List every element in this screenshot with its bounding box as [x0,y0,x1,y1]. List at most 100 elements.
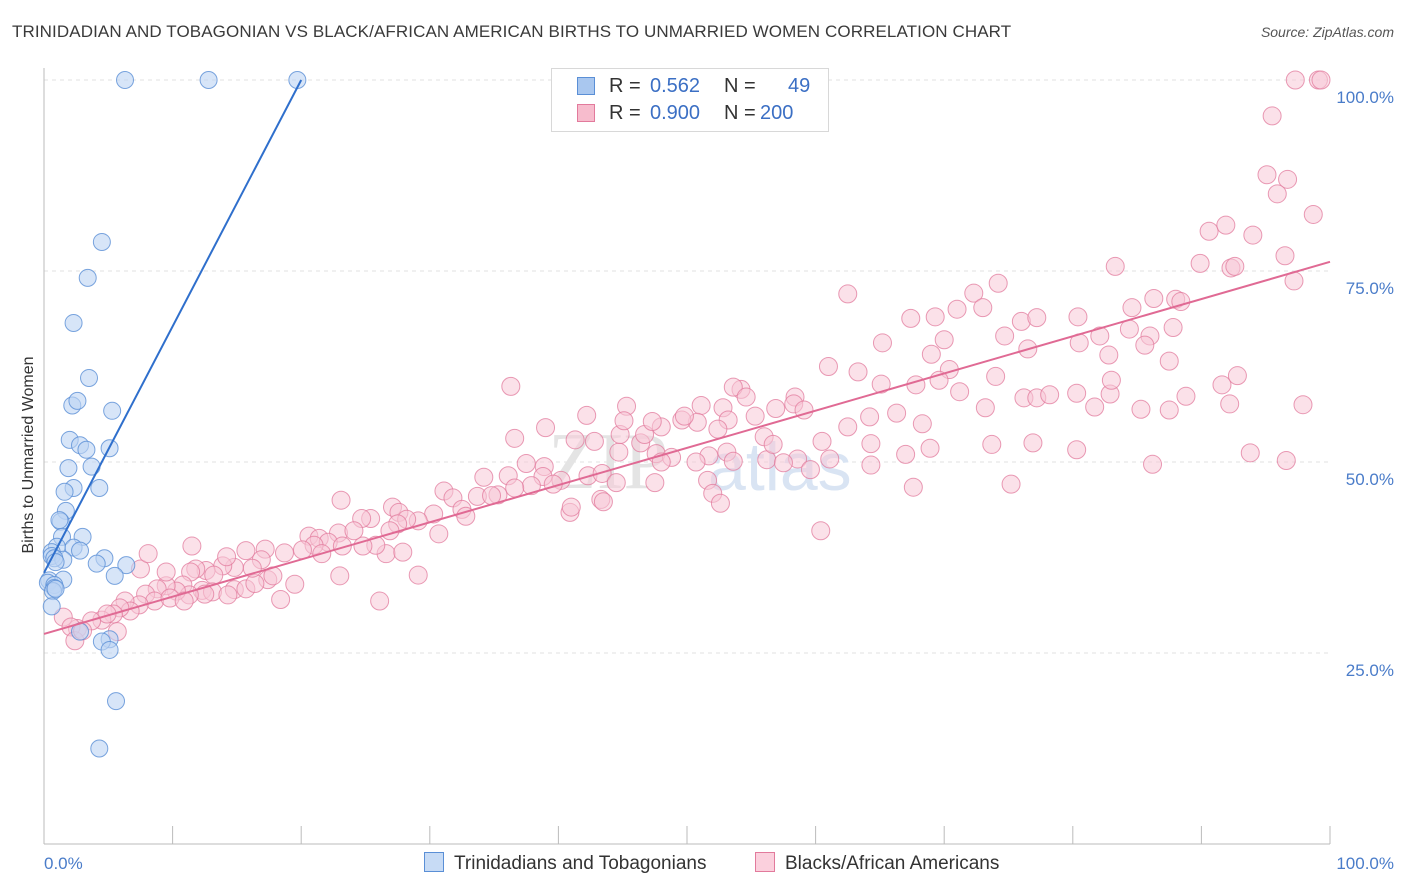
pink-data-point [353,536,373,556]
blue-points [38,71,307,758]
pink-data-point [745,406,765,426]
blue-data-point [68,391,87,410]
y-tick-label: 75.0% [1346,279,1394,298]
bottom-legend-label: Blacks/African Americans [785,853,1000,874]
pink-data-point [708,419,728,439]
legend-n-value: 49 [788,75,811,97]
bottom-legend-swatch-blue [424,852,444,872]
pink-data-point [861,455,881,475]
pink-data-point [561,497,581,517]
source-credit: Source: ZipAtlas.com [1260,24,1394,40]
pink-data-point [766,399,786,419]
blue-data-point [87,554,106,573]
pink-data-point [1285,70,1305,90]
bottom-legend-label: Trinidadians and Tobagonians [454,853,707,874]
pink-data-point [838,284,858,304]
blue-data-point [107,692,126,711]
pink-trend-line [43,260,1331,635]
pink-data-point [921,344,941,364]
bottom-legend-black: Blacks/African Americans [755,852,999,875]
pink-data-point [1101,370,1121,390]
pink-data-point [723,377,743,397]
blue-data-point [77,440,96,459]
pink-data-point [370,591,390,611]
pink-data-point [614,411,634,431]
pink-data-point [274,543,294,563]
pink-data-point [1220,394,1240,414]
pink-data-point [1122,298,1142,318]
pink-data-point [1119,319,1139,339]
blue-data-point [100,640,119,659]
blue-data-point [116,71,135,89]
bottom-legend-trinidadian: Trinidadians and Tobagonians [424,852,706,875]
pink-data-point [1225,256,1245,276]
blue-data-point [105,566,124,585]
y-tick-label: 25.0% [1346,661,1394,680]
pink-data-point [584,431,604,451]
pink-data-point [912,414,932,434]
pink-data-point [988,273,1008,293]
pink-data-point [691,395,711,415]
pink-data-point [950,382,970,402]
blue-data-point [103,401,122,420]
pink-data-point [925,307,945,327]
legend-r-value: 0.900 [650,102,701,124]
pink-data-point [577,405,597,425]
pink-data-point [156,562,176,582]
pink-data-point [773,453,793,473]
pink-data-point [408,565,428,585]
pink-data-point [1159,351,1179,371]
blue-data-point [42,597,61,616]
pink-data-point [763,434,783,454]
pink-data-point [982,434,1002,454]
blue-data-point [71,541,90,560]
pink-data-point [505,478,525,498]
pink-data-point [1085,397,1105,417]
pink-data-point [1278,169,1298,189]
pink-data-point [292,540,312,560]
pink-data-point [1262,106,1282,126]
pink-data-point [138,544,158,564]
pink-data-point [1267,184,1287,204]
blue-data-point [82,457,101,476]
axes [43,68,1331,845]
pink-data-point [393,542,413,562]
pink-data-point [1040,385,1060,405]
pink-data-point [1001,474,1021,494]
pink-data-point [723,451,743,471]
pink-data-point [995,326,1015,346]
pink-data-point [848,362,868,382]
pink-data-point [964,283,984,303]
pink-data-point [1240,443,1260,463]
pink-data-point [1105,256,1125,276]
x-tick-label-max: 100.0% [1336,854,1394,873]
pink-data-point [380,521,400,541]
pink-data-point [1143,454,1163,474]
pink-data-point [593,492,613,512]
pink-data-point [332,536,352,556]
pink-data-point [686,452,706,472]
pink-data-point [474,467,494,487]
pink-data-point [1190,253,1210,273]
pink-data-point [645,473,665,493]
pink-data-point [887,403,907,423]
pink-data-point [565,430,585,450]
y-tick-label: 50.0% [1346,470,1394,489]
legend-n-label: N = [724,75,756,97]
blue-data-point [78,268,97,287]
y-tick-label: 100.0% [1336,88,1394,107]
pink-data-point [1144,289,1164,309]
trend-lines [43,79,1331,635]
pink-data-point [1227,366,1247,386]
pink-data-point [896,444,916,464]
pink-data-point [1135,335,1155,355]
blue-data-point [50,511,69,530]
pink-data-point [1243,225,1263,245]
bottom-legend-swatch-pink [755,852,775,872]
pink-data-point [811,521,831,541]
correlation-legend: R = 0.562 N = 49 R = 0.900 N = 200 [551,68,829,132]
pink-data-point [609,442,629,462]
pink-data-point [1067,383,1087,403]
pink-data-point [818,357,838,376]
pink-data-point [1171,292,1191,312]
